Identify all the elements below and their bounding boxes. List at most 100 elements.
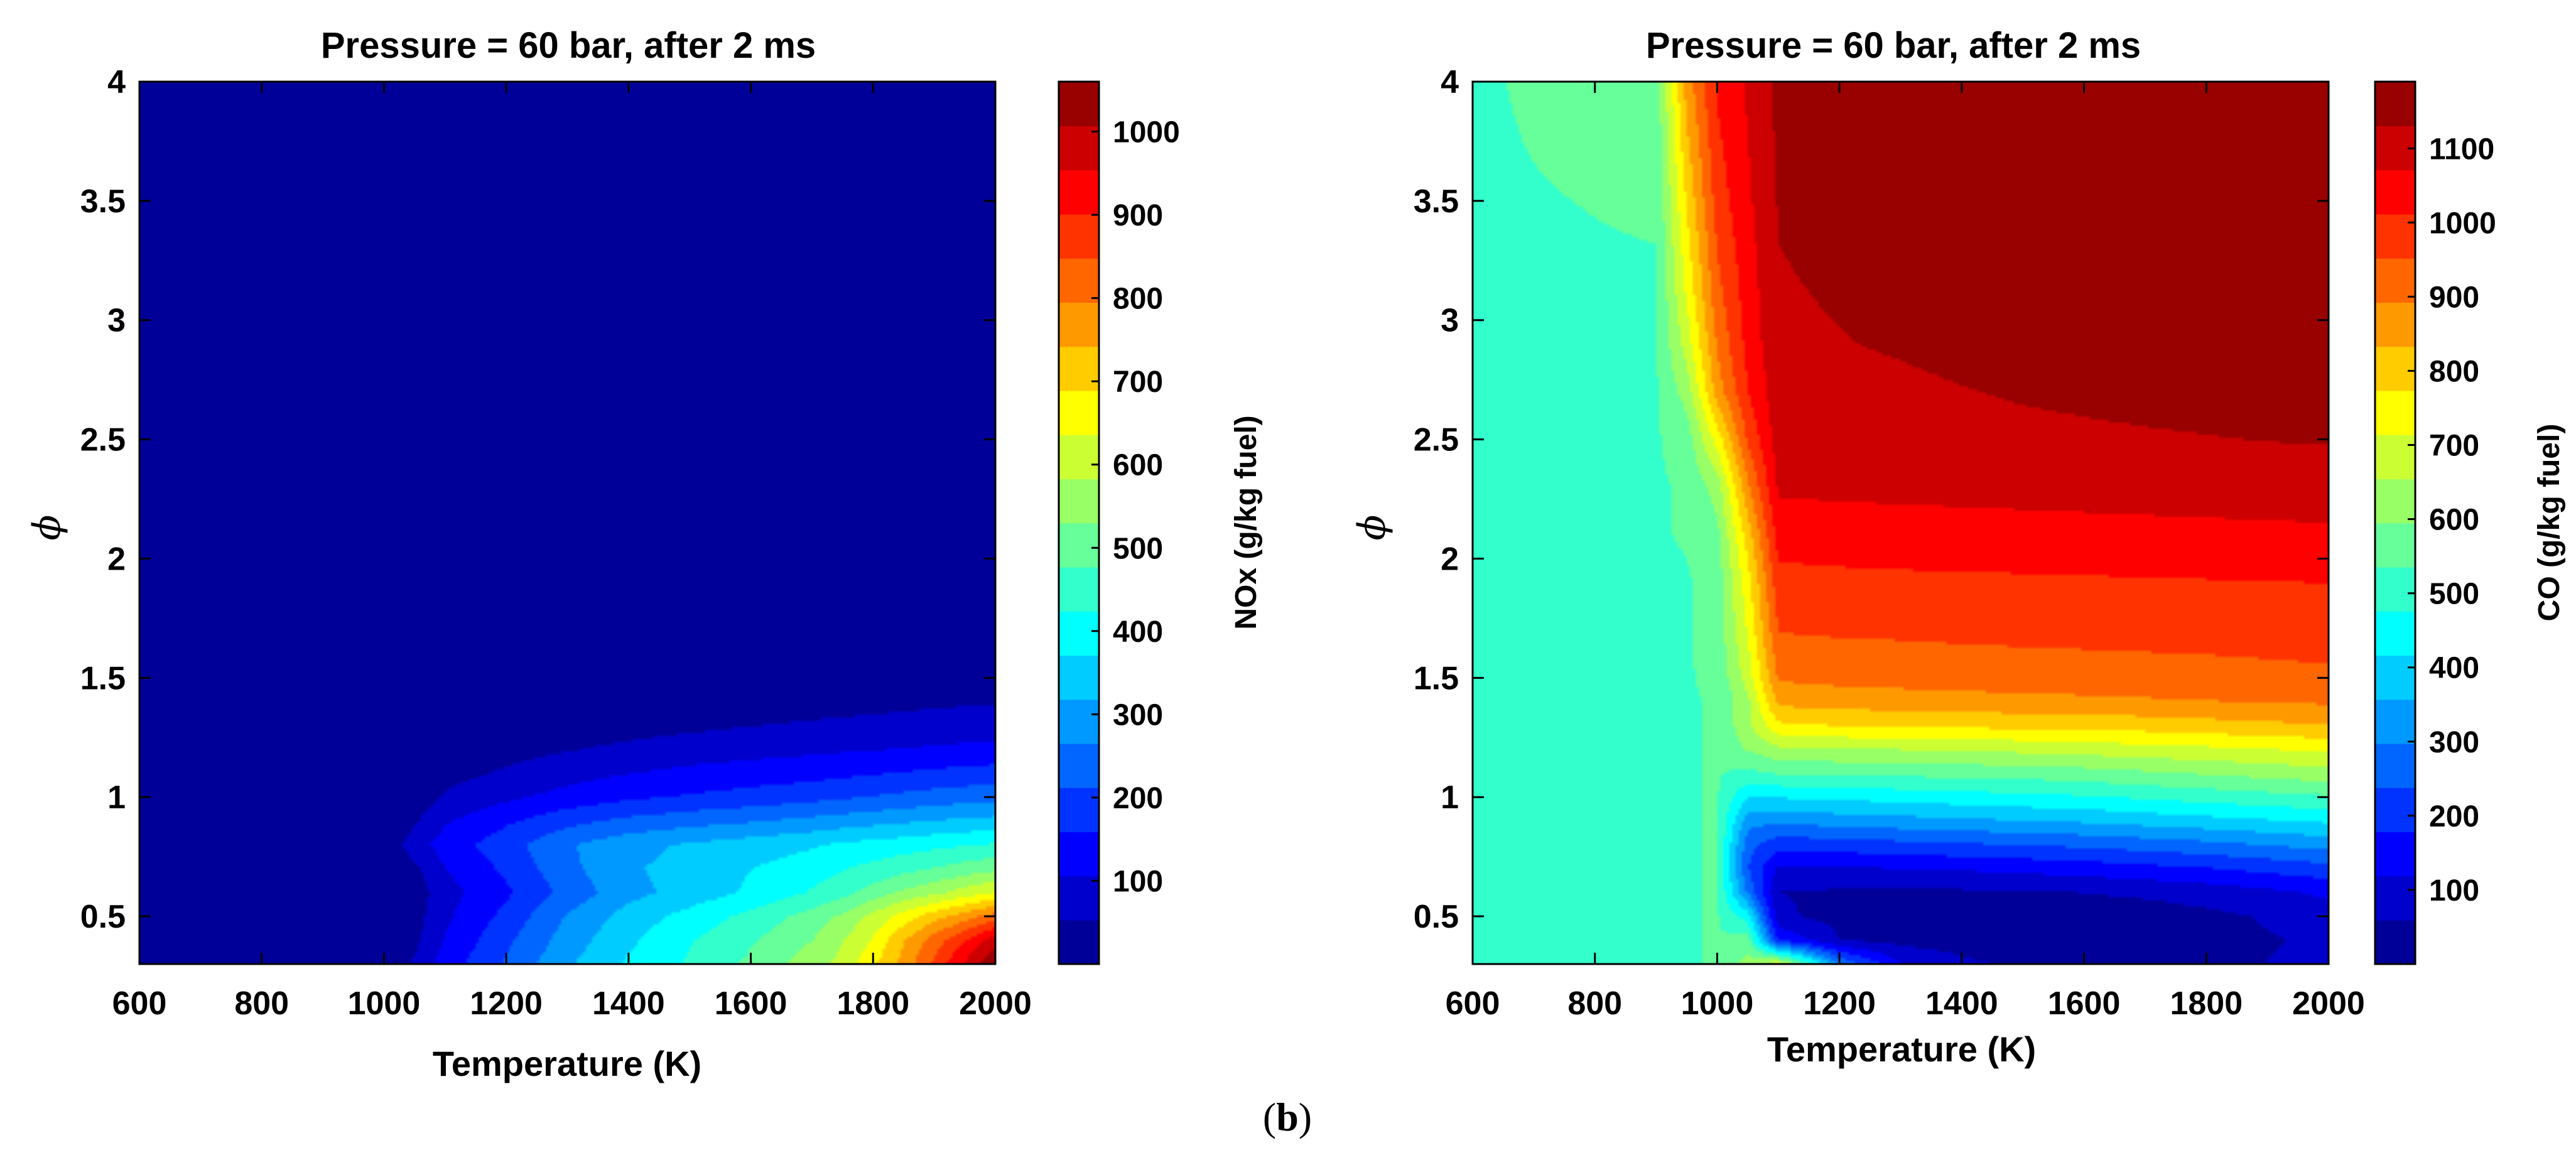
colorbar-level [1059, 435, 1099, 480]
nox-colorbar-ticks: 100 200 300 400 500 600 700 800 900 1000 [1091, 116, 1180, 898]
nox-colorbar-frame [1058, 80, 1100, 965]
x-tick-label: 1400 [1925, 985, 1998, 1022]
figure-caption: (b) [1250, 1094, 1325, 1141]
nox-x-axis-label: Temperature (K) [433, 1044, 701, 1083]
panel-co: Pressure = 60 bar, after 2 ms 600 800 1000… [1350, 25, 2566, 1069]
colorbar-tick-label: 200 [1113, 782, 1163, 815]
colorbar-tick-label: 900 [1113, 199, 1163, 232]
y-tick-label: 2.5 [1414, 422, 1459, 458]
colorbar-tick-label: 400 [2429, 652, 2479, 685]
y-tick-label: 0.5 [80, 899, 126, 935]
caption-open-paren: ( [1262, 1095, 1277, 1139]
colorbar-level [2375, 832, 2415, 877]
x-tick-label: 800 [1567, 985, 1622, 1022]
colorbar-level [1059, 479, 1099, 524]
x-tick-label: 1200 [470, 985, 543, 1022]
x-tick-label: 600 [112, 985, 167, 1022]
y-tick-label: 2 [1441, 541, 1459, 577]
nox-x-ticks: 600 800 1000 1200 1400 1600 1800 2000 [112, 82, 1032, 1022]
colorbar-level [1059, 875, 1099, 921]
colorbar-level [1059, 566, 1099, 612]
colorbar-level [2375, 919, 2415, 965]
colorbar-tick-label: 700 [2429, 430, 2479, 463]
colorbar-level [2375, 788, 2415, 833]
colorbar-level [2375, 170, 2415, 215]
contour-fill [1473, 82, 2329, 964]
y-tick-label: 1 [1441, 779, 1459, 816]
colorbar-tick-label: 1100 [2429, 133, 2494, 166]
x-tick-label: 2000 [2292, 985, 2365, 1022]
y-tick-label: 2 [107, 541, 126, 577]
colorbar-level [1059, 655, 1099, 700]
colorbar-level [1059, 258, 1099, 303]
co-y-ticks: 0.5 1 1.5 2 2.5 3 3.5 4 [1414, 64, 2329, 935]
x-tick-label: 1000 [348, 985, 421, 1022]
x-tick-label: 1200 [1803, 985, 1876, 1022]
y-tick-label: 1.5 [1414, 660, 1459, 696]
colorbar-tick-label: 300 [1113, 698, 1163, 732]
x-tick-label: 1600 [715, 985, 787, 1022]
co-x-ticks: 600 800 1000 1200 1400 1600 1800 2000 [1446, 82, 2365, 1022]
colorbar-level [1059, 82, 1099, 127]
colorbar-level [1059, 302, 1099, 347]
colorbar-level [2375, 302, 2415, 347]
y-tick-label: 1 [107, 779, 126, 816]
colorbar-tick-label: 100 [2429, 874, 2479, 908]
colorbar-tick-label: 500 [1113, 532, 1163, 565]
colorbar-level [1059, 523, 1099, 568]
caption-close-paren: ) [1298, 1095, 1312, 1139]
colorbar-level [1059, 390, 1099, 435]
x-tick-label: 1600 [2048, 985, 2121, 1022]
y-tick-label: 4 [107, 64, 126, 100]
colorbar-level [2375, 479, 2415, 524]
nox-y-ticks: 0.5 1 1.5 2 2.5 3 3.5 4 [80, 64, 995, 935]
co-axes-box [1471, 80, 2330, 965]
co-colorbar [2375, 82, 2415, 965]
colorbar-level [1059, 743, 1099, 788]
colorbar-level [2375, 611, 2415, 656]
colorbar-tick-label: 400 [1113, 615, 1163, 649]
colorbar-level [2375, 875, 2415, 921]
co-contour-plot [1473, 82, 2329, 964]
x-tick-label: 1000 [1681, 985, 1754, 1022]
co-y-axis-label: ϕ [1350, 515, 1394, 541]
colorbar-level [2375, 523, 2415, 568]
caption-letter: b [1276, 1095, 1299, 1139]
y-tick-label: 1.5 [80, 660, 126, 696]
colorbar-tick-label: 300 [2429, 726, 2479, 759]
y-tick-label: 0.5 [1414, 899, 1459, 935]
nox-axes-box [138, 80, 997, 965]
colorbar-tick-label: 1000 [1113, 116, 1180, 149]
colorbar-level [1059, 832, 1099, 877]
co-chart-title: Pressure = 60 bar, after 2 ms [1646, 25, 2141, 66]
y-tick-label: 3.5 [80, 183, 126, 220]
colorbar-tick-label: 800 [2429, 355, 2479, 388]
nox-contour-plot [139, 82, 995, 964]
co-colorbar-frame [2374, 80, 2416, 965]
x-tick-label: 600 [1446, 985, 1500, 1022]
contour-fill [139, 82, 995, 964]
colorbar-level [2375, 743, 2415, 788]
y-tick-label: 3.5 [1414, 183, 1459, 220]
colorbar-level [2375, 82, 2415, 127]
colorbar-level [2375, 655, 2415, 700]
colorbar-level [1059, 699, 1099, 744]
colorbar-tick-label: 600 [1113, 449, 1163, 482]
colorbar-tick-label: 200 [2429, 800, 2479, 833]
colorbar-level [2375, 214, 2415, 259]
colorbar-level [2375, 346, 2415, 391]
colorbar-tick-label: 1000 [2429, 207, 2496, 240]
colorbar-tick-label: 500 [2429, 578, 2479, 611]
colorbar-tick-label: 900 [2429, 281, 2479, 314]
colorbar-tick-label: 700 [1113, 366, 1163, 399]
nox-colorbar-label: NOx (g/kg fuel) [1230, 415, 1263, 629]
x-tick-label: 1800 [2170, 985, 2243, 1022]
colorbar-level [2375, 566, 2415, 612]
colorbar-level [2375, 258, 2415, 303]
nox-colorbar [1059, 82, 1099, 965]
x-tick-label: 1800 [836, 985, 909, 1022]
colorbar-level [1059, 346, 1099, 391]
nox-y-axis-label: ϕ [25, 515, 69, 541]
colorbar-tick-label: 100 [1113, 865, 1163, 898]
